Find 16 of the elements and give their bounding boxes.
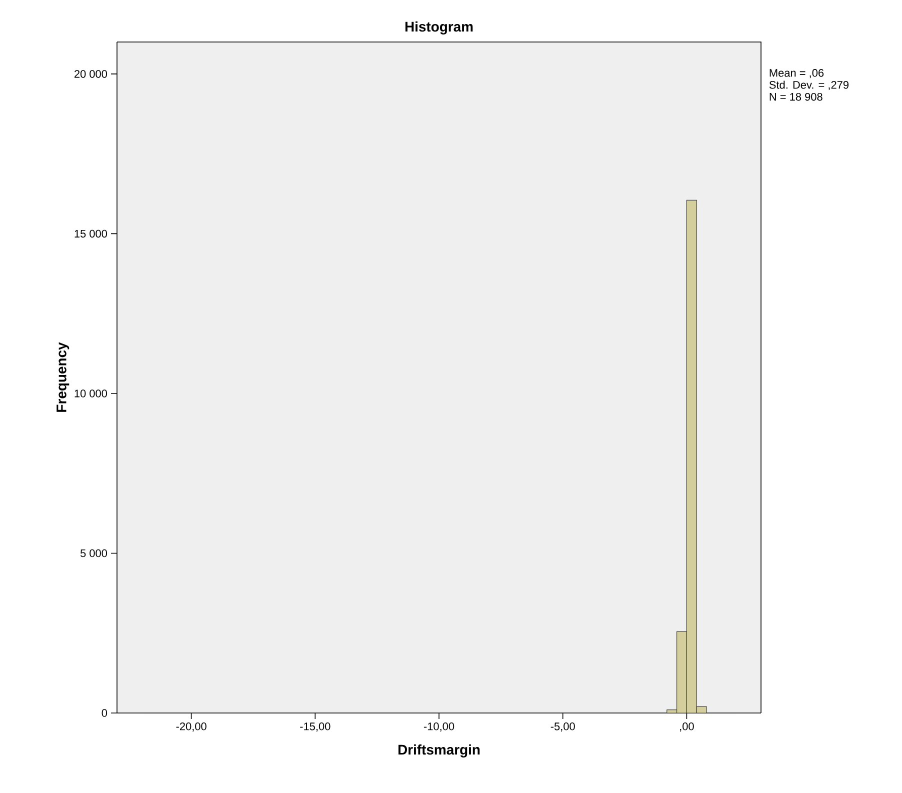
- x-tick-label: -20,00: [176, 722, 206, 732]
- text: Std. Dev. = ,279: [769, 80, 849, 90]
- y-tick-label: 20 000: [74, 70, 108, 78]
- x-tick-label: -10,00: [424, 722, 454, 732]
- y-tick-label: 10 000: [74, 390, 108, 398]
- y-tick-label: 0: [102, 709, 108, 717]
- x-tick-label: -15,00: [300, 722, 330, 732]
- y-tick-label: 15 000: [74, 230, 108, 238]
- text: N = 18 908: [770, 92, 822, 101]
- x-tick-label: -5,00: [550, 722, 575, 732]
- y-axis-title: Frequency: [56, 342, 70, 412]
- x-axis-title: Driftsmargin: [398, 744, 480, 758]
- text: Mean = ,06: [770, 69, 824, 78]
- x-tick-label: ,00: [680, 722, 694, 732]
- chart-title: Histogram: [405, 21, 473, 34]
- y-tick-label: 5 000: [80, 549, 108, 558]
